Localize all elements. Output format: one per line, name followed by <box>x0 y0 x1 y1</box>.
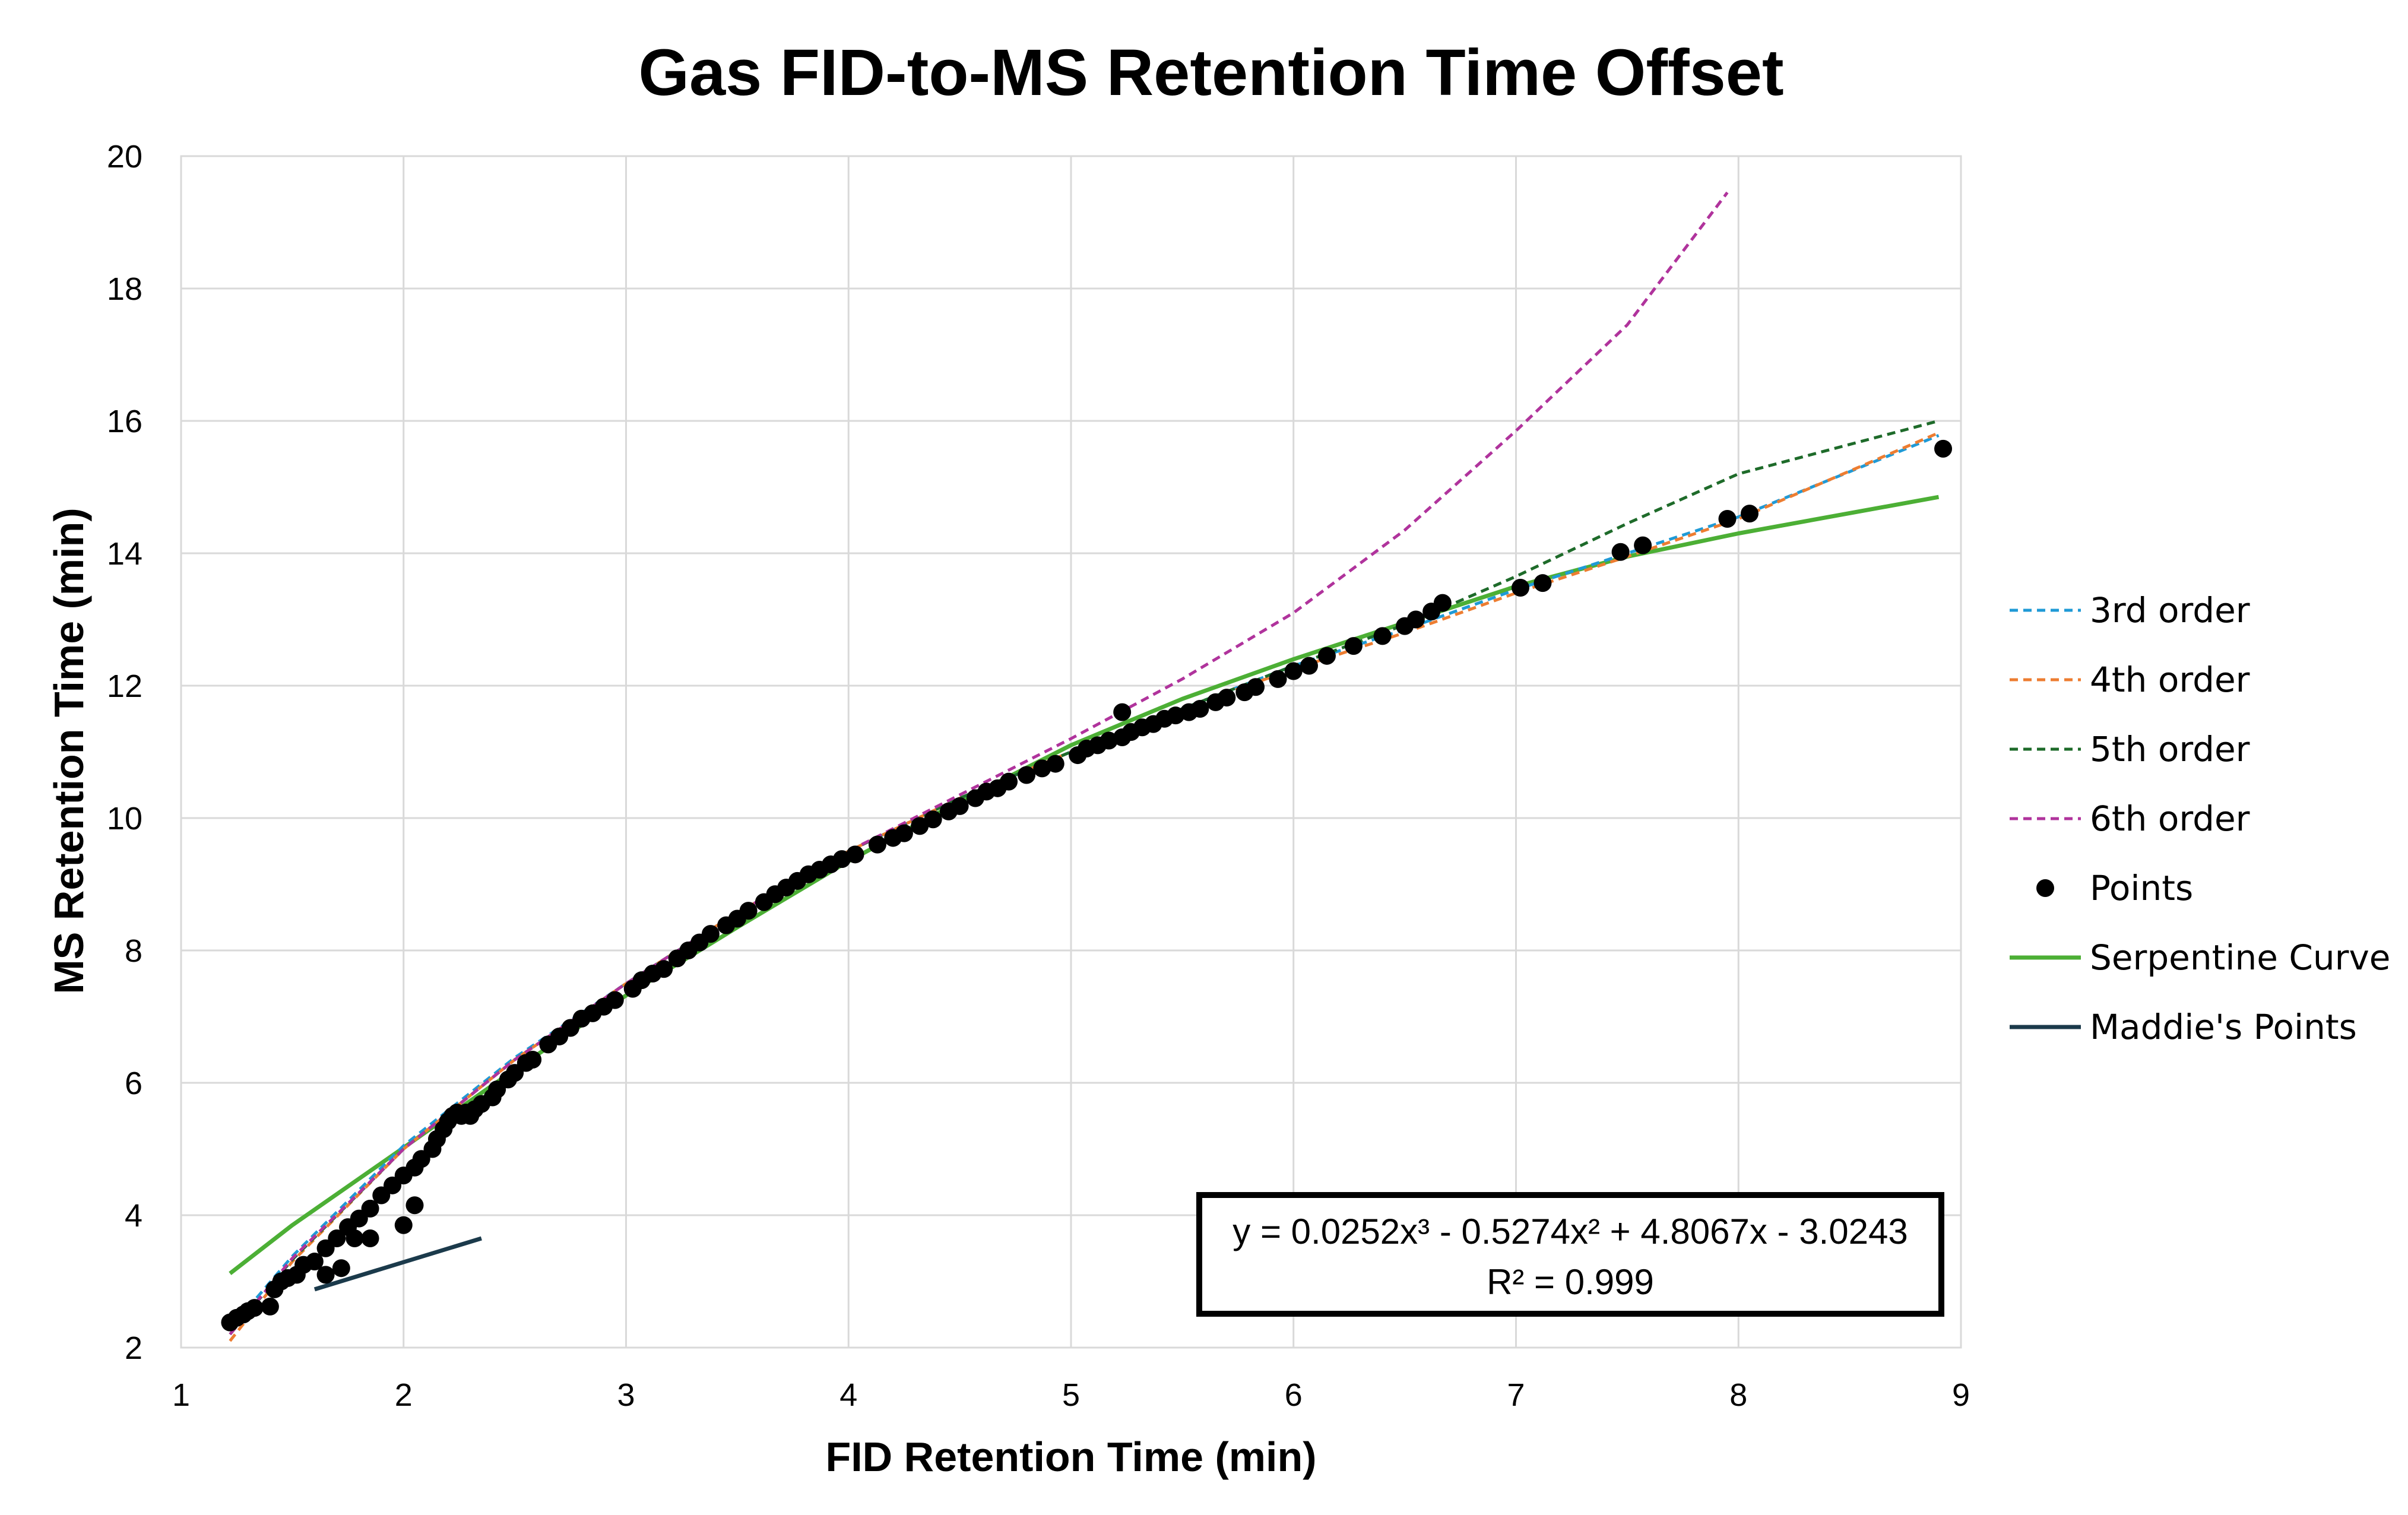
series-points <box>221 439 1953 1332</box>
data-point <box>1018 766 1036 784</box>
x-tick-label: 6 <box>1285 1377 1303 1413</box>
legend-label: 5th order <box>2090 729 2250 769</box>
trendline-equation-box: y = 0.0252x³ - 0.5274x² + 4.8067x - 3.02… <box>1196 1192 1944 1317</box>
data-point <box>1740 505 1759 523</box>
data-point <box>846 845 864 864</box>
data-point <box>1406 610 1425 629</box>
plot-area-border <box>180 155 1962 1349</box>
trendline-r-squared: R² = 0.999 <box>1487 1262 1654 1302</box>
x-tick-label: 2 <box>395 1377 413 1413</box>
data-point <box>316 1266 335 1284</box>
data-point <box>1718 510 1737 528</box>
y-tick-label: 18 <box>107 271 142 307</box>
data-point <box>1284 662 1303 680</box>
data-point <box>1000 772 1018 791</box>
legend-item-serpentine-curve: Serpentine Curve <box>2010 937 2390 978</box>
x-tick-label: 1 <box>172 1377 190 1413</box>
series-line-6th-order <box>229 191 1729 1336</box>
y-tick-label: 20 <box>107 139 142 175</box>
data-point <box>924 810 942 829</box>
data-point <box>1934 439 1953 458</box>
x-tick-label: 3 <box>617 1377 635 1413</box>
legend-item-points: Points <box>2036 868 2193 908</box>
equation-box-border <box>1196 1192 1944 1317</box>
y-tick-label: 10 <box>107 801 142 836</box>
data-point <box>1269 670 1287 688</box>
legend-item-maddie-s-points: Maddie's Points <box>2010 1007 2357 1047</box>
x-tick-labels: 1 2 3 4 5 6 7 8 9 <box>172 1377 1970 1413</box>
x-axis-title: FID Retention Time (min) <box>825 1434 1316 1480</box>
data-point <box>868 835 886 854</box>
data-point <box>1191 700 1209 718</box>
series-line-5th-order <box>229 419 1940 1336</box>
y-tick-labels: 2 4 6 8 10 12 14 16 18 20 <box>107 139 142 1366</box>
series-line-serpentine-curve <box>229 495 1940 1275</box>
data-point <box>701 925 720 943</box>
y-tick-label: 2 <box>125 1330 142 1366</box>
x-tick-label: 4 <box>839 1377 857 1413</box>
data-point <box>655 960 673 978</box>
data-point <box>1634 536 1652 554</box>
chart-title: Gas FID-to-MS Retention Time Offset <box>638 36 1783 109</box>
data-point <box>1046 755 1064 773</box>
x-tick-label: 9 <box>1952 1377 1970 1413</box>
y-tick-label: 14 <box>107 536 142 572</box>
data-point <box>245 1299 264 1317</box>
y-tick-label: 8 <box>125 933 142 969</box>
data-point <box>606 991 624 1009</box>
data-point <box>1433 594 1452 612</box>
data-point <box>1373 627 1392 645</box>
data-point <box>261 1297 279 1316</box>
data-point <box>739 902 758 920</box>
y-axis-title: MS Retention Time (min) <box>46 508 92 994</box>
data-point <box>1511 578 1529 597</box>
data-point <box>1167 706 1185 725</box>
legend-label: 4th order <box>2090 660 2250 700</box>
data-point <box>405 1196 424 1215</box>
legend-item-6th-order: 6th order <box>2010 798 2250 839</box>
data-point <box>361 1229 379 1248</box>
grid <box>180 155 1962 1349</box>
data-point <box>332 1259 350 1278</box>
data-point <box>328 1229 346 1248</box>
legend-label: Points <box>2090 868 2193 908</box>
legend-marker <box>2036 879 2054 897</box>
legend-item-5th-order: 5th order <box>2010 729 2250 769</box>
legend: 3rd order 4th order 5th order 6th order Poin… <box>2010 590 2390 1047</box>
data-point <box>1317 646 1336 665</box>
y-tick-label: 6 <box>125 1066 142 1101</box>
data-point <box>346 1229 364 1248</box>
series-layer <box>221 191 1953 1342</box>
legend-label: Serpentine Curve <box>2090 937 2390 978</box>
legend-label: 6th order <box>2090 798 2250 839</box>
y-tick-label: 16 <box>107 404 142 439</box>
x-tick-label: 5 <box>1062 1377 1080 1413</box>
trendline-equation: y = 0.0252x³ - 0.5274x² + 4.8067x - 3.02… <box>1232 1212 1908 1251</box>
data-point <box>394 1216 413 1234</box>
x-tick-label: 8 <box>1729 1377 1747 1413</box>
x-tick-label: 7 <box>1507 1377 1525 1413</box>
y-tick-label: 12 <box>107 668 142 704</box>
series-line-maddie-s-points <box>313 1236 482 1292</box>
data-point <box>361 1199 379 1218</box>
y-tick-label: 4 <box>125 1198 142 1234</box>
data-point <box>911 817 929 835</box>
data-point <box>1611 543 1630 561</box>
legend-item-4th-order: 4th order <box>2010 660 2250 700</box>
data-point <box>524 1050 542 1069</box>
legend-label: 3rd order <box>2090 590 2250 630</box>
data-point <box>1247 678 1265 696</box>
data-point <box>1113 703 1132 721</box>
legend-label: Maddie's Points <box>2090 1007 2357 1047</box>
data-point <box>1533 574 1552 592</box>
data-point <box>1218 689 1236 707</box>
legend-item-3rd-order: 3rd order <box>2010 590 2250 630</box>
data-point <box>950 797 969 815</box>
data-point <box>1300 657 1318 675</box>
data-point <box>895 824 913 842</box>
data-point <box>1100 731 1118 750</box>
data-point <box>1344 637 1363 655</box>
data-point <box>305 1253 324 1271</box>
